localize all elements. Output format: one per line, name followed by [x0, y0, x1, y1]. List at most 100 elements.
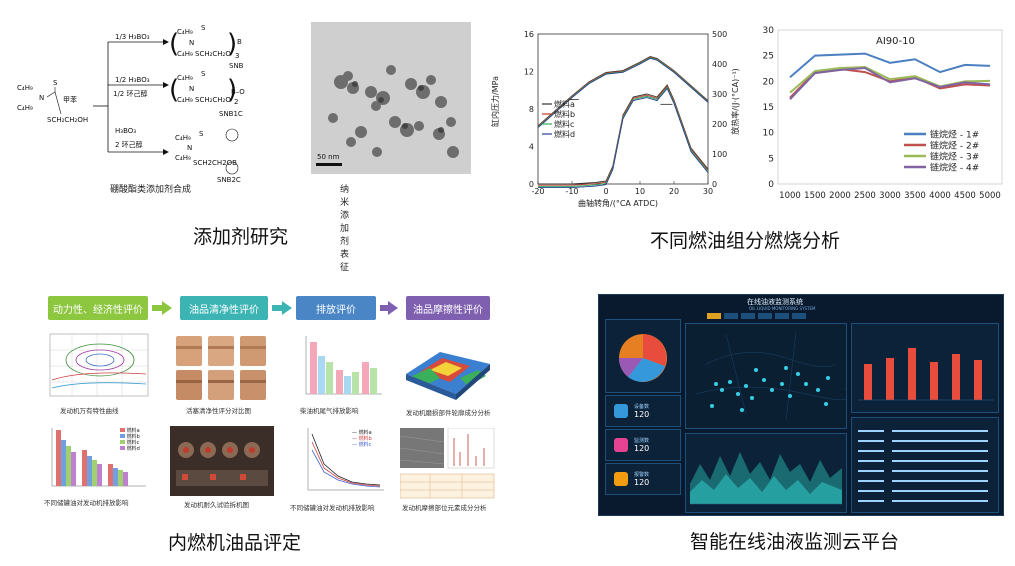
svg-text:C₄H₉: C₄H₉ [175, 154, 191, 162]
dash-tab-3[interactable] [741, 313, 755, 319]
product-snb1c: SNB1C [219, 110, 243, 118]
comb-y2tick-label: 400 [712, 60, 727, 69]
ai90-xtick-label: 3500 [904, 191, 926, 201]
thumb-wear-profile [400, 334, 496, 402]
comb-y2tick-label: 300 [712, 90, 727, 99]
ai90-xtick-label: 2500 [854, 191, 876, 201]
comb-ylabel-right: 放热率/(J·(°CA)⁻¹) [730, 68, 740, 135]
ai90-xtick-label: 5000 [979, 191, 1001, 201]
comb-heat-line [538, 87, 709, 189]
dash-tab-2[interactable] [724, 313, 738, 319]
thumb-piston-cleanliness [172, 332, 270, 404]
ai90-ytick-label: 5 [768, 154, 774, 164]
svg-text:B: B [237, 38, 242, 46]
ai90-ytick-label: 20 [763, 77, 775, 87]
comb-y2tick-label: 0 [712, 180, 717, 189]
dash-tabs [707, 313, 806, 319]
ai90-plot-frame [777, 29, 1003, 185]
thumb-universal-curve [42, 330, 152, 402]
svg-text:(: ( [169, 29, 179, 59]
ai90-ytick-label: 15 [763, 103, 774, 113]
device-icon [614, 404, 628, 418]
caption-additive-research: 添加剂研究 [193, 226, 289, 248]
svg-text:C₄H₉: C₄H₉ [177, 28, 193, 36]
thumb-fuel-bars: 燃料a 燃料b 燃料c 燃料d [40, 424, 150, 494]
ai90-series-line [789, 65, 991, 94]
ai90-xtick-label: 1500 [804, 191, 826, 201]
dash-title: 在线油液监测系统 [747, 298, 803, 306]
ai90-legend-label: 链烷烃 - 3# [930, 151, 979, 163]
svg-text:SCH₂CH₂O: SCH₂CH₂O [195, 96, 231, 104]
ai90-ytick-label: 0 [768, 180, 774, 190]
reactant-s: S [53, 79, 58, 87]
dash-list-card [851, 417, 999, 513]
ai90-ytick-label: 30 [763, 26, 775, 36]
thumb-caption-2: 活塞清净性评分对比图 [186, 407, 251, 415]
route3-extra: 2 环己醇 [115, 140, 143, 149]
emission-legend: — 燃料a — 燃料b — 燃料c [352, 430, 372, 448]
tem-image: 50 nm [311, 22, 471, 174]
svg-text:): ) [227, 29, 237, 59]
comb-ylabel-left: 缸内压力/MPa [490, 76, 500, 127]
svg-text:(: ( [169, 75, 179, 105]
comb-plot-frame [537, 33, 709, 185]
stage-arrow-2 [282, 301, 292, 315]
comb-legend-label: 燃料c [554, 119, 574, 129]
ai90-xtick-label: 3000 [879, 191, 901, 201]
comb-ytick-label: 4 [529, 143, 534, 152]
dash-pie-card [605, 319, 681, 393]
svg-text:C₄H₉: C₄H₉ [177, 50, 193, 58]
comb-heat-line [538, 84, 709, 185]
comb-xtick-label: -20 [531, 187, 544, 196]
dash-tab-1[interactable] [707, 313, 721, 319]
ai90-chart: 0 5 10 15 20 25 30 1000 1500 2000 2500 3000 3500 4000… [756, 22, 1006, 212]
comb-heat-line [538, 85, 709, 186]
route3-reagent: H₃BO₃ [115, 127, 136, 135]
reactant-n: N [39, 94, 44, 102]
dash-tab-5[interactable] [775, 313, 789, 319]
dash-tab-6[interactable] [792, 313, 806, 319]
product-snb2c: SNB2C [217, 176, 241, 184]
thumb-element-analysis [399, 427, 496, 500]
solvent-label: 甲苯 [63, 95, 77, 104]
dash-stat-card-1[interactable]: 设备数 120 [605, 395, 681, 427]
thumb-caption-4: 发动机磨损部件轮廓成分分析 [406, 409, 491, 417]
ai90-xtick-label: 2000 [829, 191, 851, 201]
dash-tab-4[interactable] [758, 313, 772, 319]
caption-oil-evaluation: 内燃机油品评定 [168, 532, 302, 554]
route2-reagent: 1/2 H₃BO₃ [115, 76, 150, 84]
svg-text:N: N [189, 39, 194, 47]
dash-stat-card-2[interactable]: 监测数 120 [605, 429, 681, 461]
stage-friction: 油品摩擦性评价 [406, 296, 490, 320]
comb-xtick-label: 0 [603, 187, 608, 196]
comb-xlabel: 曲轴转角/(°CA ATDC) [578, 199, 659, 208]
synthesis-caption: 硼酸酯类添加剂合成 [110, 185, 192, 195]
comb-legend-label: 燃料b [554, 109, 575, 119]
stage-cleanliness: 油品清净性评价 [180, 296, 268, 320]
reactant-c4h9-top: C₄H₉ [17, 84, 33, 92]
thumb-engine-teardown [170, 426, 274, 496]
ai90-title: AI90-10 [876, 36, 915, 47]
comb-pressure-line [537, 57, 709, 129]
alarm-icon [614, 472, 628, 486]
stage-arrow-1 [162, 301, 172, 315]
ai90-legend-label: 链烷烃 - 1# [930, 129, 979, 141]
dash-subtitle: OIL LIQUID MONITORING SYSTEM [749, 306, 816, 311]
ai90-xtick-label: 1000 [779, 191, 801, 201]
dash-bar-card [851, 323, 999, 413]
comb-y2tick-label: 200 [712, 120, 727, 129]
dash-stat-card-3[interactable]: 报警数 120 [605, 463, 681, 495]
thumb-caption-6: 发动机耐久试验拆机图 [184, 501, 249, 509]
ai90-xtick-label: 4500 [954, 191, 976, 201]
monitoring-dashboard: 在线油液监测系统 OIL LIQUID MONITORING SYSTEM 设备… [598, 294, 1004, 516]
comb-ytick-label: 0 [529, 180, 534, 189]
dash-map-card [685, 323, 850, 429]
svg-text:2: 2 [234, 98, 238, 106]
additive-section: C₄H₉ C₄H₉ N S SCH₂CH₂OH 甲苯 1/3 H₃BO₃ 1/2… [15, 22, 471, 273]
svg-text:C₄H₉: C₄H₉ [177, 74, 193, 82]
comb-xtick-label: 10 [635, 187, 645, 196]
stage-power-economy: 动力性、经济性评价 [48, 296, 148, 320]
svg-text:SCH₂CH₂O: SCH₂CH₂O [195, 50, 231, 58]
stage-arrow-3 [388, 301, 398, 315]
ai90-legend-label: 链烷烃 - 2# [930, 140, 979, 152]
